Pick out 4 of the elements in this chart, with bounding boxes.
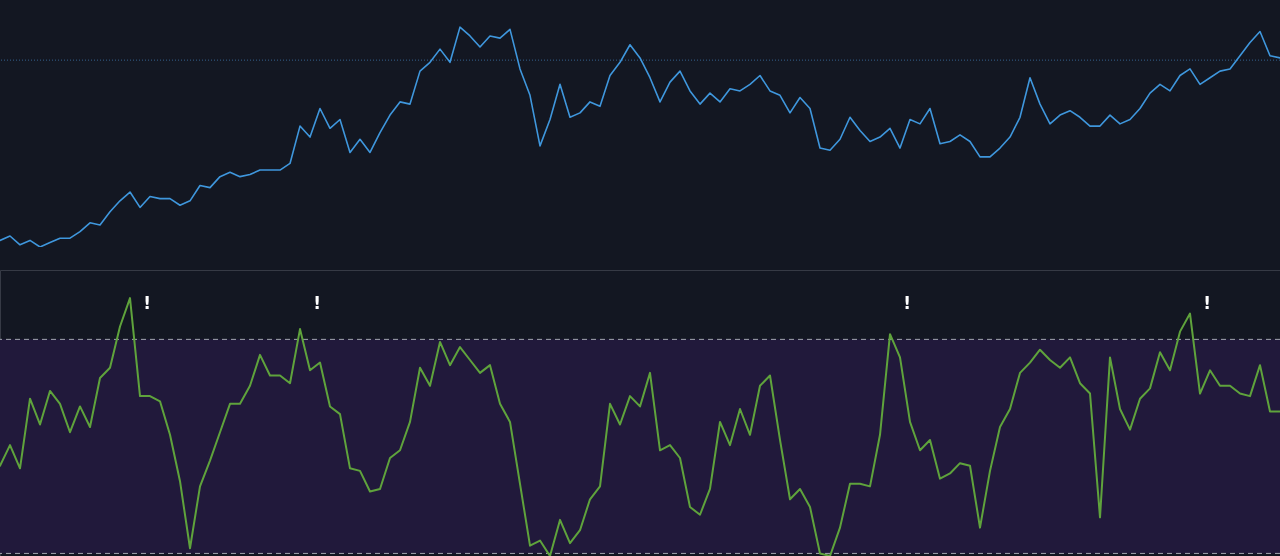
annotation: !: [143, 293, 151, 313]
annotation: !: [1203, 293, 1211, 313]
annotation: !: [313, 293, 321, 313]
annotation: !: [903, 293, 911, 313]
